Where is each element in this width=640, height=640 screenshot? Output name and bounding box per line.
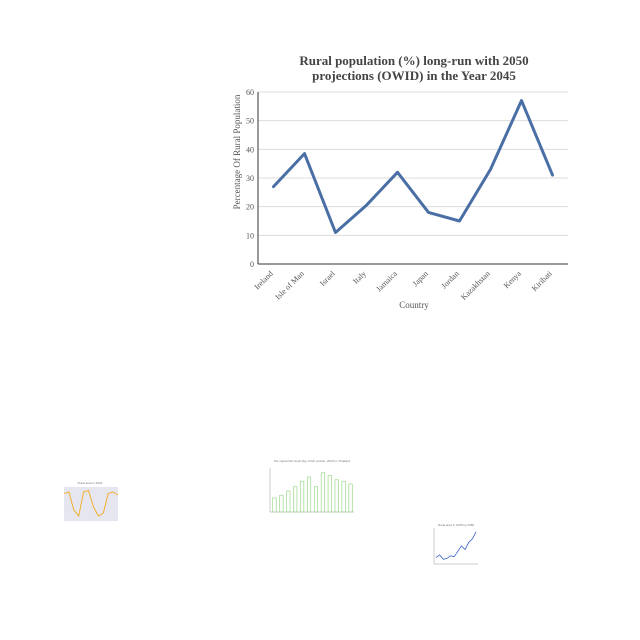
- thumbnail-chart-rural-area-2045: Rural area in 2045 by 2050: [433, 523, 478, 565]
- x-tick-label: Kiribati: [530, 269, 555, 294]
- thumb-2-bar: [348, 483, 353, 513]
- y-tick-label: 60: [246, 88, 254, 97]
- grid-lines: [258, 91, 568, 265]
- x-tick-label: Jordan: [439, 269, 460, 290]
- main-chart: Rural population (%) long-run with 2050 …: [232, 53, 568, 310]
- x-tick-label: Israel: [318, 269, 337, 288]
- thumb-1-title: Rural area in 2023: [78, 481, 103, 485]
- series-line: [272, 99, 554, 234]
- thumb-2-bar: [300, 480, 305, 513]
- chart-title-line-1: Rural population (%) long-run with 2050: [299, 53, 528, 68]
- y-axis-label: Percentage Of Rural Population: [232, 94, 242, 209]
- thumb-2-bar: [272, 497, 277, 513]
- thumb-2-bar: [334, 479, 339, 513]
- thumbnail-chart-fish-stock: Per capita fish stock (Kg of fish protei…: [269, 459, 354, 513]
- thumb-2-bar: [313, 486, 318, 513]
- thumb-1-series-line: [63, 489, 119, 518]
- y-tick-label: 10: [246, 231, 254, 240]
- thumb-2-bar: [279, 494, 284, 513]
- thumbnail-chart-rural-area: Rural area in 2023: [63, 481, 119, 521]
- x-tick-label: Ireland: [253, 269, 275, 291]
- x-tick-label: Italy: [351, 269, 368, 286]
- y-tick-label: 20: [246, 203, 254, 212]
- x-tick-label: Kenya: [502, 269, 523, 290]
- x-tick-label: Isle of Man: [273, 269, 305, 301]
- thumb-3-title: Rural area in 2045 by 2050: [438, 523, 475, 527]
- thumb-2-bar: [293, 486, 298, 513]
- thumb-2-bar: [286, 490, 291, 513]
- chart-title-line-2: projections (OWID) in the Year 2045: [312, 68, 516, 83]
- y-tick-label: 0: [250, 260, 254, 269]
- x-tick-label: Japan: [411, 269, 430, 288]
- thumb-3-series-line: [435, 531, 477, 560]
- x-tick-label: Kazakhstan: [459, 269, 492, 302]
- y-tick-label: 50: [246, 117, 254, 126]
- x-axis-label: Country: [399, 300, 429, 310]
- thumb-2-title: Per capita fish stock (Kg of fish protei…: [274, 459, 350, 463]
- thumb-1-plot-bg: [64, 487, 118, 521]
- thumb-2-bars: [272, 472, 353, 513]
- thumb-2-bar: [327, 475, 332, 513]
- y-tick-labels: 0 10 20 30 40 50 60: [246, 88, 254, 269]
- y-tick-label: 40: [246, 145, 254, 154]
- y-tick-label: 30: [246, 174, 254, 183]
- thumb-2-bar: [307, 476, 312, 513]
- thumb-2-bar: [341, 480, 346, 513]
- thumb-2-bar: [320, 472, 325, 513]
- x-tick-label: Jamaica: [374, 269, 399, 294]
